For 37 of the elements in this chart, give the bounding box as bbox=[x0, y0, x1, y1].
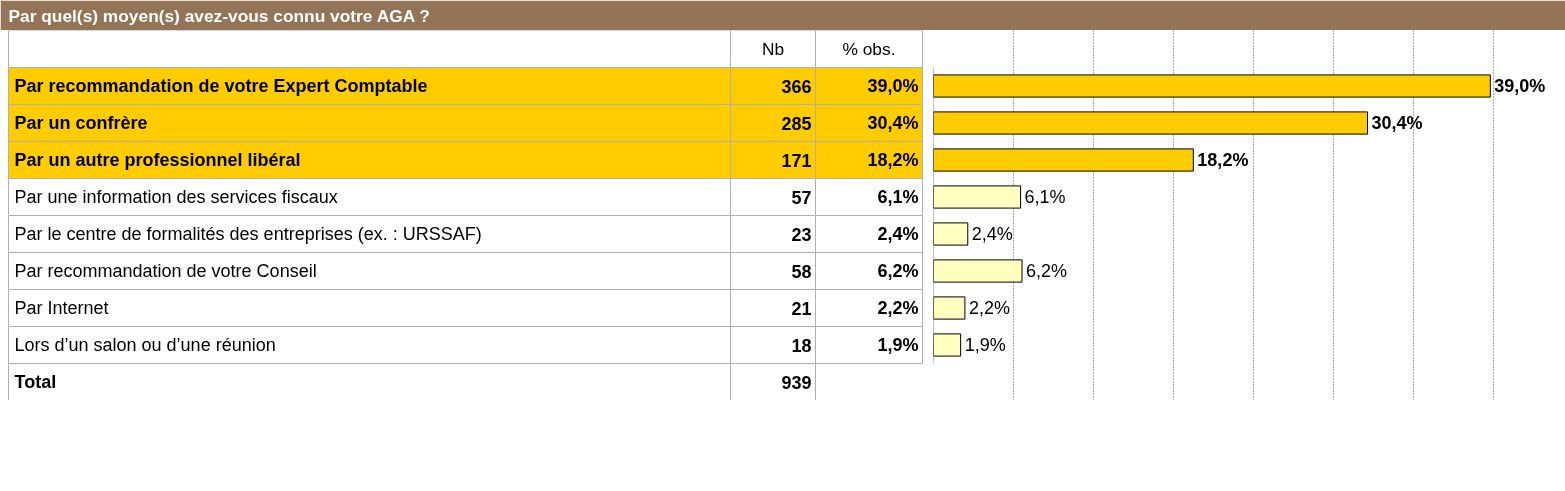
data-label: 2,2% bbox=[877, 298, 919, 318]
data-label: 1,9% bbox=[877, 335, 919, 355]
text: 6,2% bbox=[1026, 261, 1068, 281]
text: 6,1% bbox=[1024, 187, 1066, 207]
data-label: 6,2% bbox=[877, 261, 919, 281]
data-label: 2,4% bbox=[877, 224, 919, 244]
data-label: 6,1% bbox=[877, 187, 919, 207]
text: 2,4% bbox=[971, 224, 1013, 244]
text: 2,2% bbox=[968, 298, 1010, 318]
text: 939 bbox=[781, 372, 812, 393]
text: Par quel(s) moyen(s) avez-vous connu votre AGA ? bbox=[8, 5, 430, 26]
text: Nb bbox=[761, 39, 785, 59]
text: 18,2% bbox=[1197, 150, 1249, 170]
y-tick-label: Par le centre de formalités des entreprises (ex. : URSSAF) bbox=[14, 224, 482, 244]
y-tick-label: Lors d’un salon ou d’une réunion bbox=[14, 335, 276, 355]
text: 57 bbox=[791, 187, 812, 208]
text: 171 bbox=[781, 150, 812, 171]
text: 58 bbox=[791, 261, 812, 282]
text: 1,9% bbox=[964, 335, 1006, 355]
y-tick-label: Par une information des services fiscaux bbox=[14, 187, 338, 207]
text: 285 bbox=[781, 113, 812, 134]
text: Total bbox=[14, 372, 57, 392]
y-tick-label: Par recommandation de votre Expert Comptable bbox=[14, 76, 428, 96]
text: % obs. bbox=[842, 39, 896, 59]
y-tick-label: Par recommandation de votre Conseil bbox=[14, 261, 317, 281]
text: 18 bbox=[791, 335, 812, 356]
text: 39,0% bbox=[1494, 76, 1546, 96]
y-tick-label: Par Internet bbox=[14, 298, 109, 318]
text: 21 bbox=[791, 298, 812, 319]
text: 366 bbox=[781, 76, 812, 97]
y-tick-label: Par un confrère bbox=[14, 113, 148, 133]
data-label: 30,4% bbox=[867, 113, 919, 133]
data-label: 18,2% bbox=[867, 150, 919, 170]
text: 23 bbox=[791, 224, 812, 245]
text: 30,4% bbox=[1371, 113, 1423, 133]
y-tick-label: Par un autre professionnel libéral bbox=[14, 150, 301, 170]
data-label: 39,0% bbox=[867, 76, 919, 96]
